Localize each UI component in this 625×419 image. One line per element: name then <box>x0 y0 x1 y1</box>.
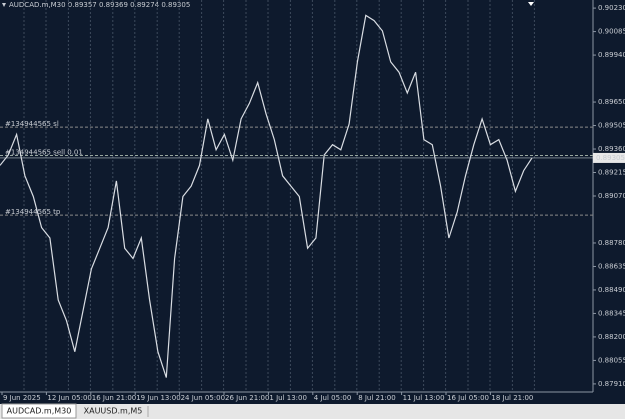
x-tick-label: 1 Jul 13:00 <box>269 394 307 402</box>
x-tick-label: 18 Jul 21:00 <box>491 394 533 402</box>
price-line <box>0 14 533 378</box>
x-tick-label: 26 Jun 21:00 <box>225 394 269 402</box>
y-tick-label: 0.89505 <box>598 122 625 130</box>
x-tick-label: 16 Jul 05:00 <box>447 394 489 402</box>
y-tick-label: 0.89215 <box>598 169 625 177</box>
y-tick-label: 0.90230 <box>598 4 625 12</box>
y-tick-label: 0.87910 <box>598 380 625 388</box>
y-tick-label: 0.89360 <box>598 145 625 153</box>
symbol-icon <box>2 3 6 7</box>
x-tick-label: 8 Jul 21:00 <box>358 394 396 402</box>
y-tick-label: 0.89070 <box>598 192 625 200</box>
order-label: #134944565 sell 0.01 <box>5 149 83 157</box>
y-tick-label: 0.90085 <box>598 28 625 36</box>
x-tick-label: 12 Jun 05:00 <box>47 394 91 402</box>
y-tick-label: 0.88200 <box>598 333 625 341</box>
order-label: #134944565 tp <box>5 208 61 216</box>
plot: 9 Jun 2025 12 Jun 05:00 16 Jun 21:00 19 Jun… <box>0 0 625 402</box>
current-price-label: 0.89305 <box>596 154 625 162</box>
tab-label[interactable]: AUDCAD.m,M30 <box>7 407 72 416</box>
y-tick-label: 0.89650 <box>598 98 625 106</box>
y-tick-label: 0.88780 <box>598 239 625 247</box>
x-tick-label: 19 Jun 13:00 <box>136 394 180 402</box>
x-tick-label: 4 Jul 05:00 <box>314 394 352 402</box>
y-tick-label: 0.88635 <box>598 262 625 270</box>
shift-marker[interactable] <box>528 2 534 6</box>
x-tick-label: 24 Jun 05:00 <box>181 394 225 402</box>
y-tick-label: 0.88345 <box>598 309 625 317</box>
x-tick-label: 11 Jul 13:00 <box>403 394 445 402</box>
y-tick-label: 0.89940 <box>598 51 625 59</box>
y-tick-label: 0.88055 <box>598 356 625 364</box>
tab-active[interactable] <box>1 403 77 419</box>
x-tick-label: 16 Jun 21:00 <box>92 394 136 402</box>
tab-bar <box>0 404 625 419</box>
order-label: #134944565 sl <box>5 120 59 128</box>
current-price-box <box>593 152 625 163</box>
x-tick-label: 9 Jun 2025 <box>3 394 41 402</box>
y-tick-label: 0.88490 <box>598 286 625 294</box>
tab-label[interactable]: XAUUSD.m,M5 <box>84 407 143 416</box>
chart-title: AUDCAD.m,M30 0.89357 0.89369 0.89274 0.8… <box>9 1 190 9</box>
